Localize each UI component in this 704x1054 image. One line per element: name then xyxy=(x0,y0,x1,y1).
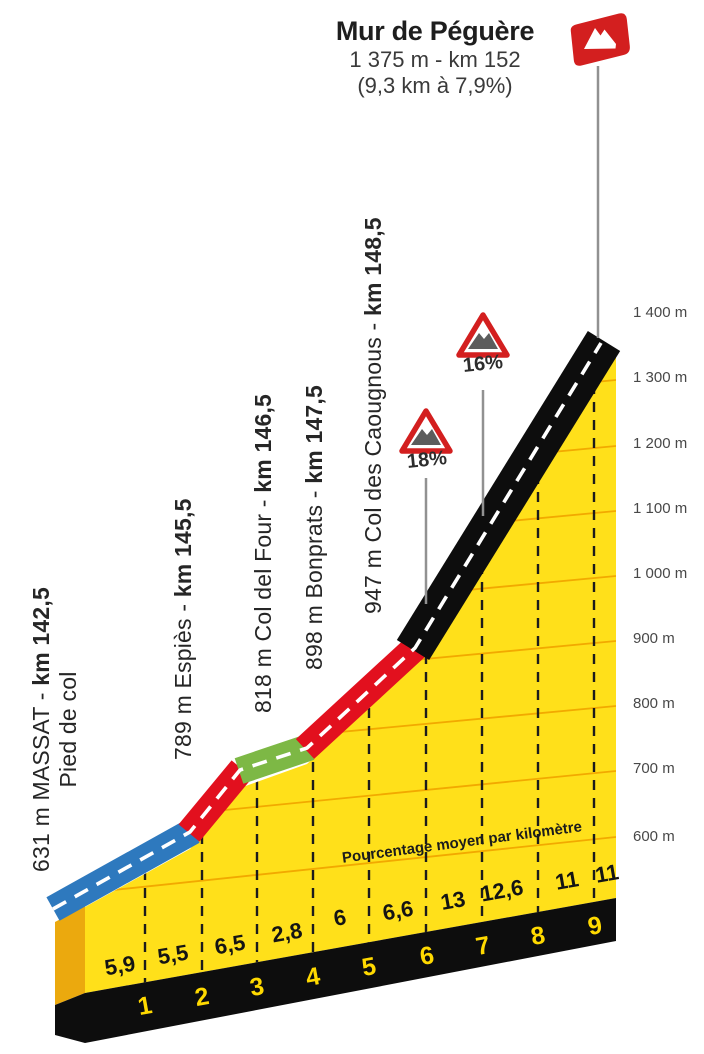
elevation-label-600: 600 m xyxy=(633,828,675,845)
flag-mountain-glyph xyxy=(584,28,616,49)
waypoint-line: 631 m MASSAT - km 142,5 xyxy=(28,587,54,872)
waypoint-label-bonprats: 898 m Bonprats - km 147,5 xyxy=(301,384,327,670)
elevation-label-700: 700 m xyxy=(633,760,675,777)
road-segment-green xyxy=(234,734,315,784)
climb-title: Mur de Péguère xyxy=(335,16,535,46)
elevation-label-900: 900 m xyxy=(633,630,675,647)
distance-band-side-face xyxy=(55,993,85,1043)
waypoint-label-espies: 789 m Espiès - km 145,5 xyxy=(170,498,196,760)
elevation-label-1300: 1 300 m xyxy=(633,369,688,386)
road-segment-red-1 xyxy=(178,760,253,842)
hazard-mountain-glyph xyxy=(468,333,498,349)
elevation-label-1200: 1 200 m xyxy=(633,435,688,452)
hazard-mountain-glyph xyxy=(411,429,441,445)
hazard-18-sign-icon xyxy=(399,408,453,454)
elevation-label-1000: 1 000 m xyxy=(633,565,688,582)
waypoint-label-col-des-caougnous: 947 m Col des Caougnous - km 148,5 xyxy=(360,217,386,614)
waypoint-subline: Pied de col xyxy=(55,671,81,788)
climb-stats: (9,3 km à 7,9%) xyxy=(357,73,513,98)
road-center-dashes xyxy=(52,342,603,911)
hazard-16-sign-icon xyxy=(456,312,510,358)
profile-body xyxy=(85,348,616,993)
waypoint-label-col-del-four: 818 m Col del Four - km 146,5 xyxy=(250,393,276,713)
profile-side-face xyxy=(55,906,85,1005)
waypoint-label-massat: 631 m MASSAT - km 142,5 Pied de col xyxy=(28,587,82,872)
elevation-label-1400: 1 400 m xyxy=(633,304,688,321)
climb-summit-detail: 1 375 m - km 152 xyxy=(349,47,521,72)
sign-poles xyxy=(424,66,600,604)
title-block: Mur de Péguère 1 375 m - km 152 (9,3 km … xyxy=(306,16,564,98)
elevation-label-1100: 1 100 m xyxy=(633,500,688,517)
summit-flag-icon xyxy=(570,13,630,66)
distance-band xyxy=(85,898,616,1043)
elevation-label-800: 800 m xyxy=(633,695,675,712)
road-segments xyxy=(46,331,621,921)
